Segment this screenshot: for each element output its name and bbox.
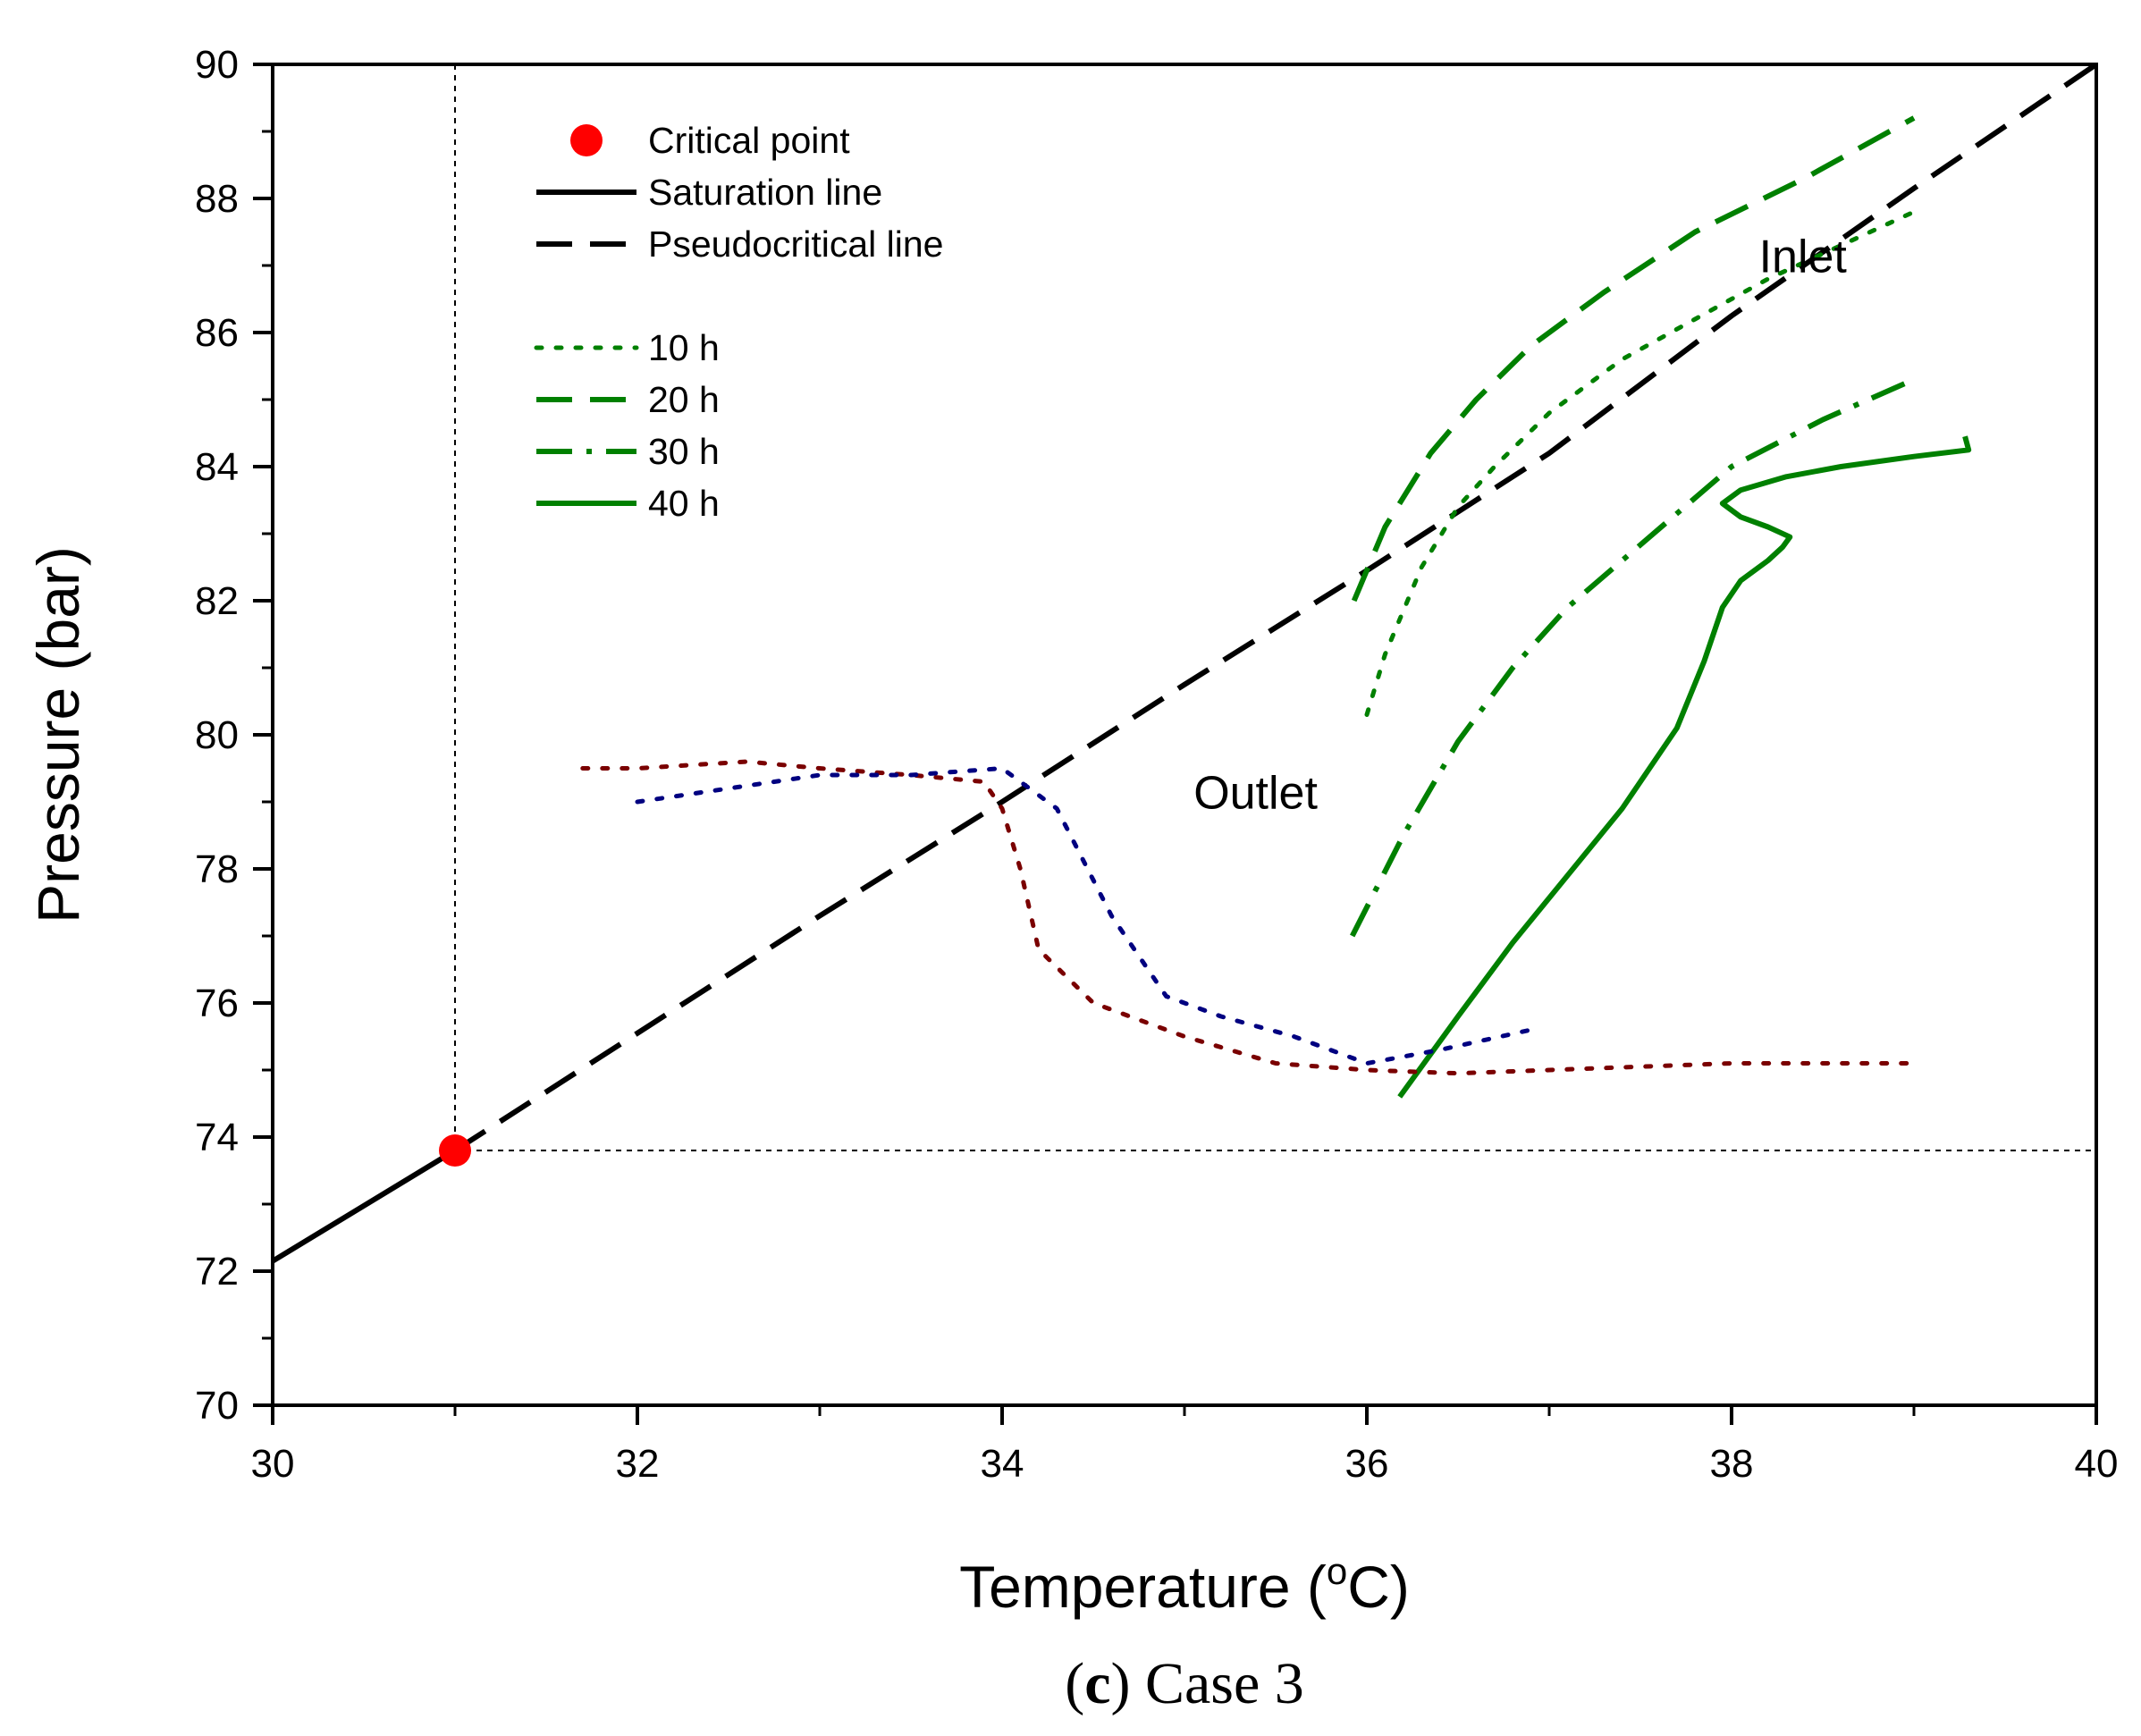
y-axis-title: Pressure (bar)	[25, 546, 91, 923]
caption-rest: ) Case 3	[1111, 1651, 1304, 1716]
outlet-annotation: Outlet	[1193, 768, 1318, 820]
x-tick-label: 30	[251, 1442, 295, 1486]
x-axis-title-tail: C)	[1347, 1554, 1410, 1620]
y-tick-label: 90	[195, 43, 239, 87]
series-outlet-blue	[635, 766, 1534, 1066]
legend-label-critical-point: Critical point	[648, 120, 850, 161]
caption-letter: c	[1084, 1651, 1110, 1716]
y-tick-label: 80	[195, 713, 239, 757]
y-tick-label: 82	[195, 579, 239, 623]
inlet-annotation: Inlet	[1759, 232, 1848, 283]
x-axis-title: Temperature (oC)	[959, 1550, 1410, 1620]
legend-label-30-h: 30 h	[648, 431, 720, 472]
series-30-h	[1350, 376, 1916, 938]
y-tick-label: 88	[195, 177, 239, 221]
x-tick-label: 32	[616, 1442, 660, 1486]
y-tick-label: 84	[195, 445, 239, 489]
legend-label-20-h: 20 h	[648, 379, 720, 420]
x-tick-label: 34	[981, 1442, 1024, 1486]
legend-label-saturation-line: Saturation line	[648, 172, 882, 213]
caption-open: (	[1065, 1651, 1084, 1716]
x-tick-label: 38	[1710, 1442, 1754, 1486]
y-tick-label: 78	[195, 847, 239, 891]
x-tick-label: 36	[1345, 1442, 1389, 1486]
y-tick-label: 74	[195, 1116, 239, 1159]
x-axis-title-superscript: o	[1327, 1550, 1347, 1592]
legend-label-10-h: 10 h	[648, 327, 720, 368]
figure-caption: (c) Case 3	[1065, 1651, 1304, 1716]
series-pseudocritical-line	[453, 64, 2096, 1153]
legend-label-40-h: 40 h	[648, 483, 720, 524]
x-axis-title-main: Temperature (	[959, 1554, 1327, 1620]
y-tick-label: 72	[195, 1250, 239, 1294]
y-tick-label: 70	[195, 1384, 239, 1428]
y-tick-label: 86	[195, 311, 239, 355]
series-outlet-red	[580, 759, 1917, 1076]
legend-swatch-critical-point	[570, 124, 603, 156]
series-40-h	[1397, 435, 1972, 1099]
series-20-h	[1351, 115, 1916, 603]
legend: Critical point Saturation line Pseudocriti…	[534, 120, 943, 524]
series-10-h	[1364, 209, 1917, 717]
series-saturation-line	[273, 1148, 457, 1264]
critical-point-marker	[439, 1134, 471, 1167]
x-tick-label: 40	[2075, 1442, 2119, 1486]
y-tick-label: 76	[195, 982, 239, 1025]
legend-label-pseudocritical-line: Pseudocritical line	[648, 223, 943, 265]
